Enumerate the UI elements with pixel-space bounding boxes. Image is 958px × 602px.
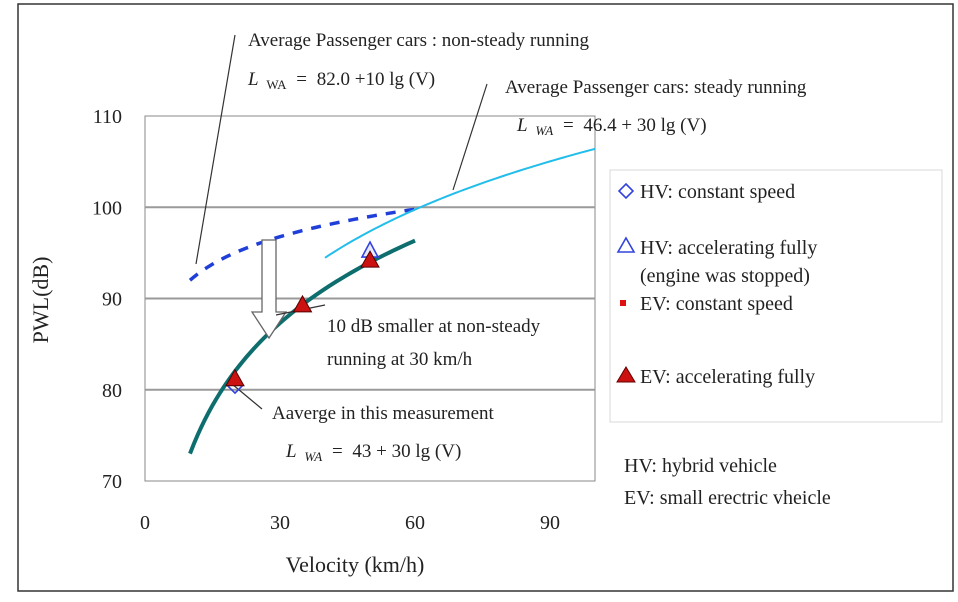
note-hv: HV: hybrid vehicle bbox=[624, 455, 777, 477]
leader-steady bbox=[452, 83, 488, 191]
point-ev-accelerating bbox=[360, 250, 380, 268]
formula-L: L bbox=[285, 441, 297, 462]
leader-nonsteady bbox=[195, 34, 236, 265]
legend-label-line2: (engine was stopped) bbox=[640, 265, 810, 287]
legend-label: HV: accelerating fully bbox=[640, 237, 817, 259]
annotation-steady-title: Average Passenger cars: steady running bbox=[505, 77, 807, 98]
legend-label: EV: accelerating fully bbox=[640, 366, 815, 388]
annotation-reduction-line1: 10 dB smaller at non-steady bbox=[327, 316, 541, 337]
formula-sub: WA bbox=[266, 77, 287, 92]
x-axis-title: Velocity (km/h) bbox=[286, 552, 425, 577]
y-tick-label-70: 70 bbox=[102, 471, 122, 493]
legend-item-hv-constant: HV: constant speed bbox=[617, 181, 795, 203]
legend-filled-triangle-icon bbox=[616, 366, 636, 383]
formula-L: L bbox=[516, 115, 528, 136]
legend-square-icon bbox=[620, 300, 626, 306]
legend-box bbox=[609, 169, 943, 423]
annotation-measured-title: Aaverge in this measurement bbox=[272, 403, 494, 424]
x-tick-label-0: 0 bbox=[140, 512, 150, 534]
annotation-nonsteady-title: Average Passenger cars : non-steady runn… bbox=[248, 30, 590, 51]
legend: HV: constant speed HV: accelerating full… bbox=[609, 169, 943, 423]
point-ev-accelerating bbox=[225, 368, 245, 387]
annotation-nonsteady-formula: L WA = 82.0 +10 lg (V) bbox=[247, 69, 435, 94]
reduction-arrow bbox=[250, 239, 288, 340]
y-tick-label-110: 110 bbox=[93, 106, 122, 128]
y-tick-label-80: 80 bbox=[102, 380, 122, 402]
legend-open-triangle-icon bbox=[616, 236, 636, 253]
formula-eq: = bbox=[296, 69, 307, 90]
formula-eq: = bbox=[332, 441, 343, 462]
y-tick-label-100: 100 bbox=[92, 197, 122, 219]
x-tick-label-60: 60 bbox=[405, 512, 425, 534]
legend-label: HV: constant speed bbox=[640, 181, 795, 203]
formula-L: L bbox=[247, 69, 259, 90]
formula-sub: WA bbox=[304, 449, 322, 464]
formula-rhs: 46.4 + 30 lg (V) bbox=[583, 115, 706, 136]
figure-border bbox=[17, 3, 954, 592]
annotation-measured-formula: L WA = 43 + 30 lg (V) bbox=[285, 441, 461, 466]
annotation-steady-formula: L WA = 46.4 + 30 lg (V) bbox=[516, 115, 707, 140]
curve-nonsteady bbox=[188, 207, 416, 282]
legend-label: EV: constant speed bbox=[640, 293, 793, 315]
point-ev-accelerating bbox=[292, 294, 313, 313]
y-axis-title: PWL(dB) bbox=[28, 257, 53, 344]
leader-measured bbox=[231, 383, 263, 410]
y-tick-labels: 70 80 90 100 110 bbox=[92, 106, 122, 493]
reduction-arrow-shape bbox=[250, 239, 288, 340]
curve-steady bbox=[324, 147, 596, 259]
note-ev: EV: small erectric vheicle bbox=[624, 487, 831, 509]
legend-diamond-icon bbox=[617, 182, 635, 200]
legend-item-hv-accelerating: HV: accelerating fully (engine was stopp… bbox=[616, 236, 817, 287]
y-tick-label-90: 90 bbox=[102, 289, 122, 311]
formula-sub: WA bbox=[535, 123, 553, 138]
formula-rhs: 43 + 30 lg (V) bbox=[352, 441, 461, 462]
x-tick-label-90: 90 bbox=[540, 512, 560, 534]
formula-eq: = bbox=[563, 115, 574, 136]
legend-item-ev-constant: EV: constant speed bbox=[620, 293, 793, 315]
legend-item-ev-accelerating: EV: accelerating fully bbox=[616, 366, 815, 388]
data-points bbox=[225, 240, 380, 395]
x-tick-labels: 0 30 60 90 bbox=[140, 512, 560, 534]
x-tick-label-30: 30 bbox=[270, 512, 290, 534]
annotation-reduction-line2: running at 30 km/h bbox=[327, 349, 473, 370]
formula-rhs: 82.0 +10 lg (V) bbox=[317, 69, 435, 90]
